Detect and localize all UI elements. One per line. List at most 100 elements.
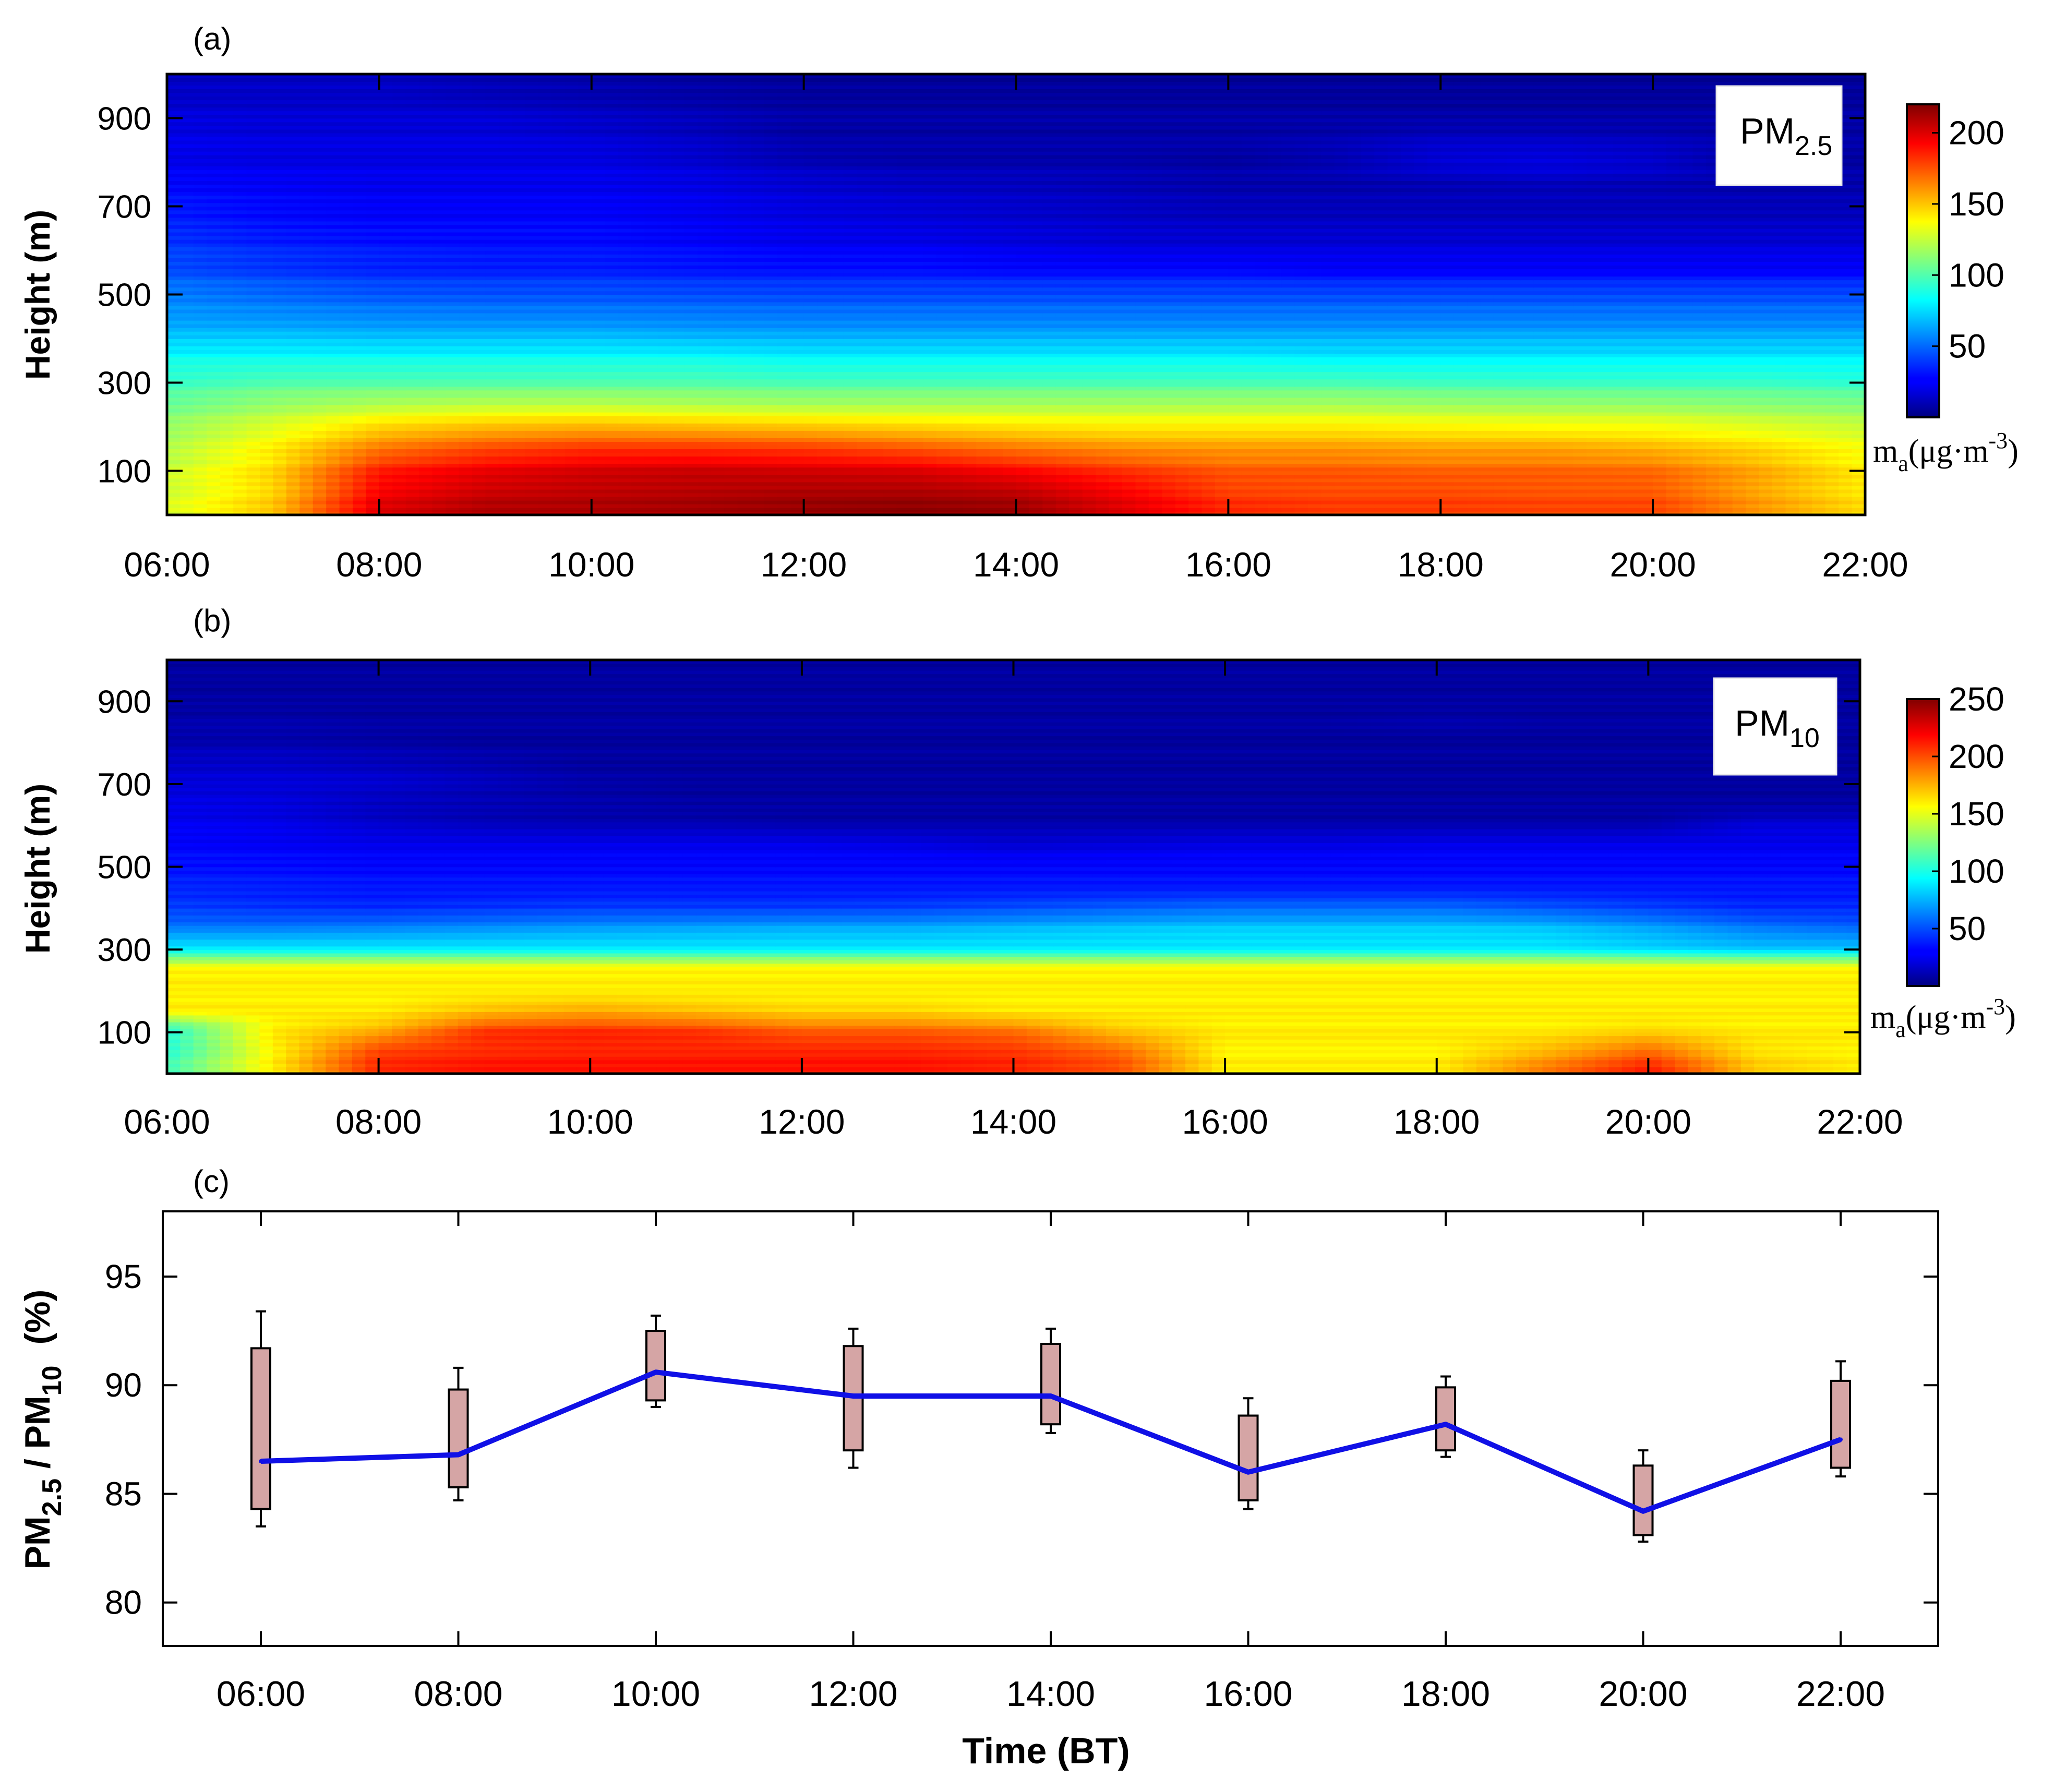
heatmap-cell xyxy=(326,486,340,490)
heatmap-cell xyxy=(260,493,273,497)
heatmap-cell xyxy=(1295,497,1308,501)
heatmap-cell xyxy=(525,471,539,475)
heatmap-cell xyxy=(883,475,897,479)
heatmap-cell xyxy=(751,482,764,486)
heatmap-cell xyxy=(1692,475,1706,479)
heatmap-cell xyxy=(1281,467,1295,471)
heatmap-cell xyxy=(551,482,565,486)
heatmap-cell xyxy=(565,463,579,467)
heatmap-cell xyxy=(1427,508,1441,512)
heatmap-cell xyxy=(592,500,605,504)
heatmap-cell xyxy=(1573,489,1587,494)
heatmap-cell xyxy=(990,500,1003,504)
heatmap-cell xyxy=(1361,500,1375,504)
heatmap-cell xyxy=(644,489,658,494)
heatmap-cell xyxy=(419,463,433,467)
heatmap-cell xyxy=(1042,475,1056,479)
heatmap-cell xyxy=(923,482,936,486)
heatmap-cell xyxy=(525,486,539,490)
heatmap-cell xyxy=(1719,467,1733,471)
heatmap-cell xyxy=(1600,471,1613,475)
heatmap-cell xyxy=(764,486,777,490)
heatmap-cell xyxy=(525,500,539,504)
heatmap-cell xyxy=(1188,497,1202,501)
heatmap-cell xyxy=(392,463,406,467)
heatmap-cell xyxy=(1135,471,1149,475)
heatmap-cell xyxy=(459,500,472,504)
heatmap-cell xyxy=(1361,471,1375,475)
heatmap-cell xyxy=(1056,500,1070,504)
heatmap-cell xyxy=(1308,478,1322,483)
heatmap-cell xyxy=(1242,475,1255,479)
heatmap-cell xyxy=(459,475,472,479)
heatmap-cell xyxy=(1520,497,1534,501)
heatmap-cell xyxy=(1759,504,1773,508)
heatmap-cell xyxy=(340,478,353,483)
heatmap-cell xyxy=(1321,500,1335,504)
heatmap-cell xyxy=(671,486,684,490)
heatmap-cell xyxy=(1029,482,1043,486)
heatmap-cell xyxy=(366,463,379,467)
heatmap-cell xyxy=(207,467,220,471)
heatmap-cell xyxy=(1679,475,1693,479)
heatmap-cell xyxy=(1069,497,1083,501)
heatmap-cell xyxy=(1069,471,1083,475)
heatmap-cell xyxy=(936,467,950,471)
heatmap-cell xyxy=(950,497,963,501)
heatmap-cell xyxy=(565,493,579,497)
heatmap-cell xyxy=(1454,493,1468,497)
heatmap-cell xyxy=(499,504,512,508)
heatmap-cell xyxy=(1706,475,1720,479)
heatmap-cell xyxy=(1388,471,1401,475)
heatmap-cell xyxy=(950,486,963,490)
heatmap-cell xyxy=(366,489,379,494)
heatmap-cell xyxy=(1109,467,1123,471)
heatmap-cell xyxy=(1069,493,1083,497)
heatmap-cell xyxy=(1626,500,1640,504)
heatmap-cell xyxy=(1414,467,1427,471)
heatmap-cell xyxy=(499,489,512,494)
heatmap-cell xyxy=(247,478,260,483)
heatmap-cell xyxy=(817,475,831,479)
heatmap-cell xyxy=(1056,471,1070,475)
heatmap-cell xyxy=(1785,500,1799,504)
heatmap-cell xyxy=(220,500,234,504)
heatmap-cell xyxy=(724,504,738,508)
heatmap-cell xyxy=(1268,508,1282,512)
heatmap-cell xyxy=(525,508,539,512)
heatmap-cell xyxy=(963,475,977,479)
heatmap-cell xyxy=(512,463,525,467)
heatmap-cell xyxy=(671,508,684,512)
heatmap-cell xyxy=(1825,471,1839,475)
heatmap-cell xyxy=(1852,486,1866,490)
heatmap-cell xyxy=(1759,508,1773,512)
heatmap-cell xyxy=(1228,471,1242,475)
heatmap-cell xyxy=(1454,471,1468,475)
heatmap-cell xyxy=(167,489,181,494)
heatmap-cell xyxy=(1175,497,1189,501)
heatmap-cell xyxy=(910,489,923,494)
heatmap-cell xyxy=(1852,475,1866,479)
heatmap-cell xyxy=(565,486,579,490)
heatmap-cell xyxy=(1056,493,1070,497)
heatmap-cell xyxy=(976,486,990,490)
heatmap-cell xyxy=(551,493,565,497)
heatmap-cell xyxy=(1825,489,1839,494)
heatmap-cell xyxy=(1056,482,1070,486)
heatmap-cell xyxy=(777,508,791,512)
heatmap-cell xyxy=(963,493,977,497)
heatmap-cell xyxy=(605,467,618,471)
heatmap-cell xyxy=(1507,475,1520,479)
heatmap-cell xyxy=(1083,489,1096,494)
heatmap-cell xyxy=(485,504,499,508)
heatmap-cell xyxy=(1335,508,1348,512)
heatmap-cell xyxy=(618,475,632,479)
heatmap-cell xyxy=(220,504,234,508)
heatmap-cell xyxy=(499,486,512,490)
heatmap-cell xyxy=(406,482,419,486)
heatmap-cell xyxy=(1149,482,1162,486)
heatmap-cell xyxy=(1228,482,1242,486)
heatmap-cell xyxy=(1228,500,1242,504)
heatmap-cell xyxy=(512,489,525,494)
heatmap-cell xyxy=(538,486,552,490)
